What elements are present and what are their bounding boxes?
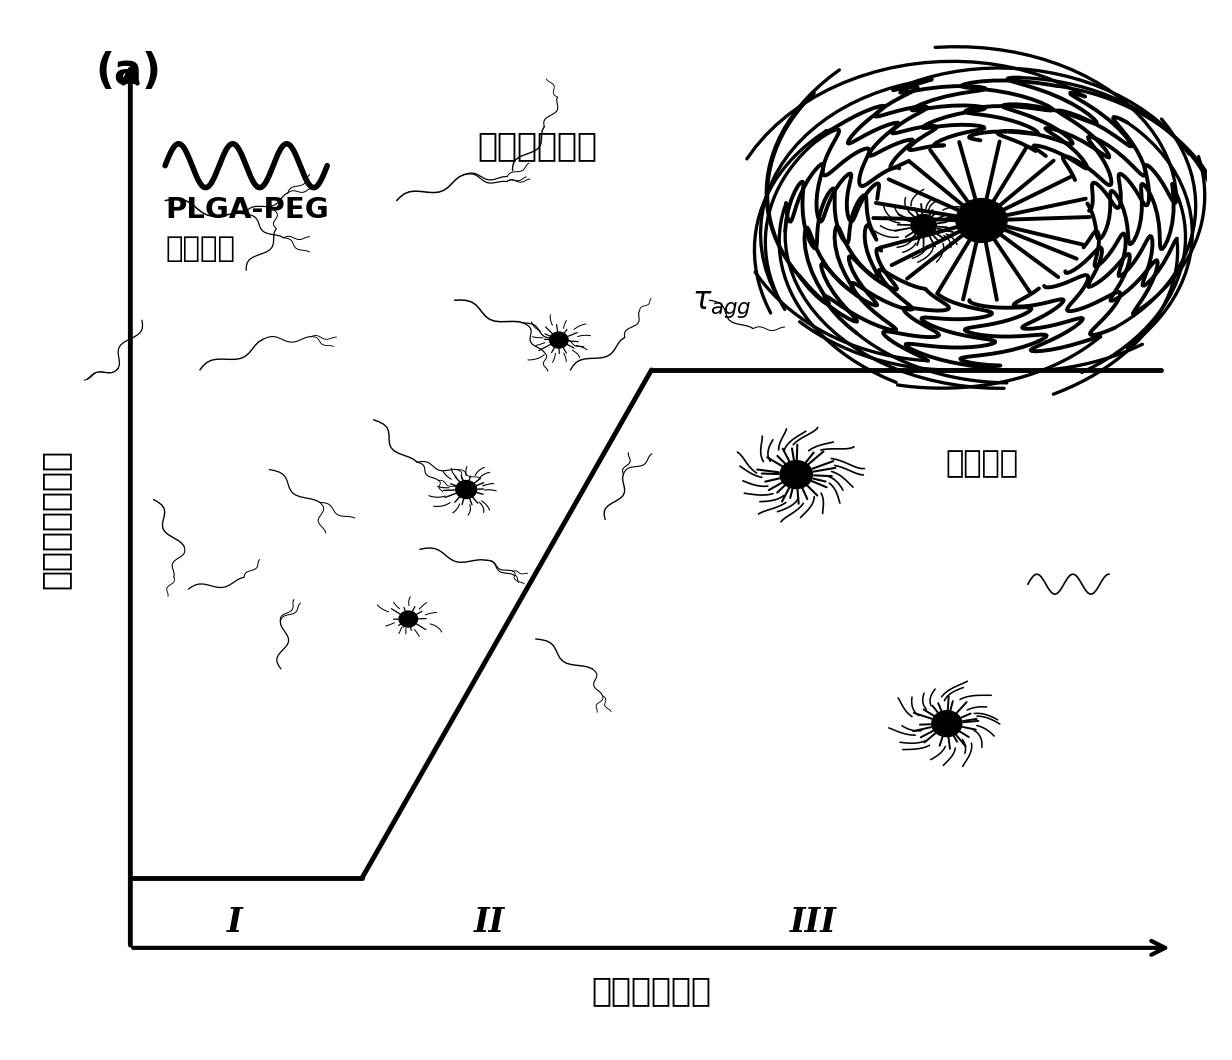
Text: III: III xyxy=(790,906,837,939)
Circle shape xyxy=(399,611,418,628)
Text: I: I xyxy=(227,906,243,939)
Circle shape xyxy=(956,198,1007,243)
Text: (a): (a) xyxy=(96,51,161,93)
Text: 溶于乙膌: 溶于乙膌 xyxy=(165,235,235,264)
Circle shape xyxy=(931,710,962,737)
Text: PLGA-PEG: PLGA-PEG xyxy=(165,196,329,224)
Circle shape xyxy=(910,214,936,236)
Circle shape xyxy=(456,480,477,498)
Circle shape xyxy=(549,332,568,348)
Circle shape xyxy=(780,461,812,489)
Text: $\tau_{agg}$: $\tau_{agg}$ xyxy=(692,289,752,320)
Text: 水相纳米析出: 水相纳米析出 xyxy=(478,129,598,162)
Text: 纳米颗粒: 纳米颗粒 xyxy=(945,449,1018,479)
Text: II: II xyxy=(474,906,505,939)
Text: 溶剂交换时间: 溶剂交换时间 xyxy=(591,974,712,1008)
Text: 纳米颗粒的大小: 纳米颗粒的大小 xyxy=(38,449,71,589)
